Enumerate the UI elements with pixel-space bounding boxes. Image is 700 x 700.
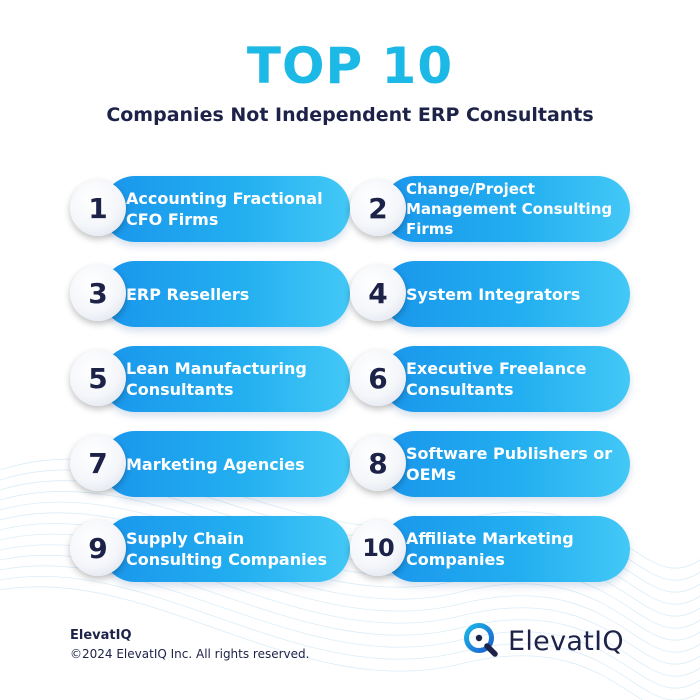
item-number-badge: 4 xyxy=(350,265,406,321)
item-number-badge: 3 xyxy=(70,265,126,321)
item-pill xyxy=(382,261,630,327)
item-pill xyxy=(382,431,630,497)
footer-brand: ElevatIQ xyxy=(70,628,132,643)
item-pill xyxy=(102,346,350,412)
page-title: TOP 10 xyxy=(246,37,454,95)
list-item: Affiliate Marketing Companies 10 xyxy=(350,516,630,582)
item-pill xyxy=(382,176,630,242)
item-pill xyxy=(102,431,350,497)
q-magnifier-icon xyxy=(464,623,498,657)
list-item: Lean Manufacturing Consultants 5 xyxy=(70,346,350,412)
item-number-badge: 2 xyxy=(350,180,406,236)
item-label: Change/Project Management Consulting Fir… xyxy=(406,180,613,238)
item-label: Accounting Fractional CFO Firms xyxy=(126,189,323,229)
item-label: ERP Resellers xyxy=(126,284,250,304)
item-label: Lean Manufacturing Consultants xyxy=(126,359,307,399)
page-subtitle: Companies Not Independent ERP Consultant… xyxy=(106,104,594,126)
item-pill xyxy=(102,261,350,327)
item-number-badge: 8 xyxy=(350,435,406,491)
item-pill xyxy=(102,516,350,582)
item-number-badge: 9 xyxy=(70,520,126,576)
header: TOP 10 Companies Not Independent ERP Con… xyxy=(0,38,700,128)
item-label: Executive Freelance Consultants xyxy=(406,359,587,399)
list-item: System Integrators 4 xyxy=(350,261,630,327)
list-item: Executive Freelance Consultants 6 xyxy=(350,346,630,412)
item-label: System Integrators xyxy=(406,284,581,304)
list-item: Change/Project Management Consulting Fir… xyxy=(350,176,630,242)
list-item: Marketing Agencies 7 xyxy=(70,431,350,497)
list-item: ERP Resellers 3 xyxy=(70,261,350,327)
footer-credits: ElevatIQ ©2024 ElevatIQ Inc. All rights … xyxy=(70,627,309,663)
item-number-badge: 6 xyxy=(350,350,406,406)
list-item: Supply Chain Consulting Companies 9 xyxy=(70,516,350,582)
list-item: Accounting Fractional CFO Firms 1 xyxy=(70,176,350,242)
item-label: Supply Chain Consulting Companies xyxy=(126,529,327,569)
item-pill xyxy=(382,346,630,412)
item-number-badge: 1 xyxy=(70,180,126,236)
item-number-badge: 5 xyxy=(70,350,126,406)
logo-wordmark: ElevatIQ xyxy=(508,625,624,657)
item-number-badge: 10 xyxy=(350,520,406,576)
list-item: Software Publishers or OEMs 8 xyxy=(350,431,630,497)
elevatiq-logo: ElevatIQ xyxy=(462,620,624,662)
item-pill xyxy=(102,176,350,242)
item-label: Affiliate Marketing Companies xyxy=(406,529,574,569)
footer-copyright: ©2024 ElevatIQ Inc. All rights reserved. xyxy=(70,647,310,661)
item-label: Software Publishers or OEMs xyxy=(406,444,613,484)
item-label: Marketing Agencies xyxy=(126,454,305,474)
item-number-badge: 7 xyxy=(70,435,126,491)
item-pill xyxy=(382,516,630,582)
